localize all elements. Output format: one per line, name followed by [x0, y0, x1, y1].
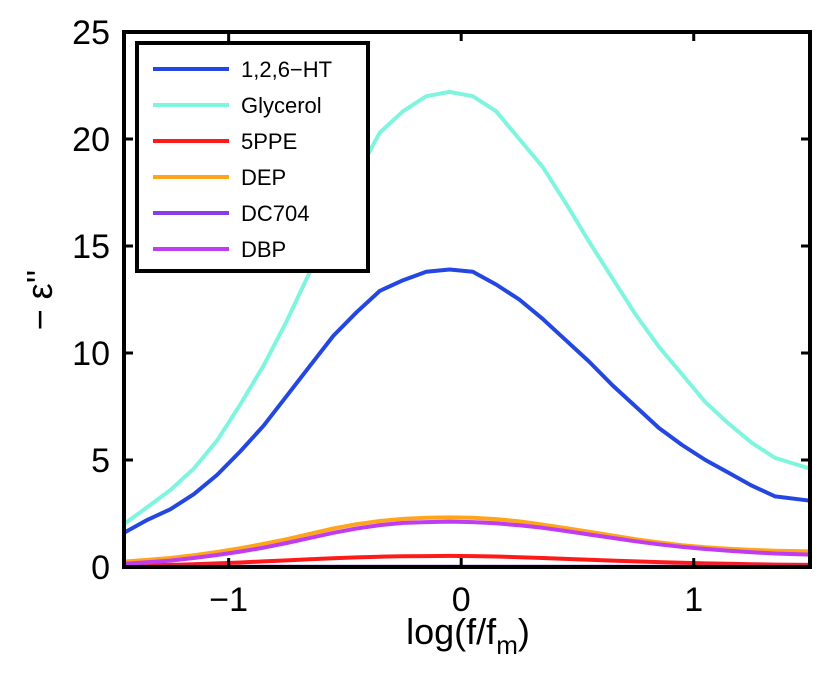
legend-label: 5PPE — [241, 129, 297, 154]
x-tick-label: 0 — [452, 581, 471, 619]
legend-box — [135, 41, 370, 273]
series-line-0 — [123, 267, 811, 535]
y-tick-label: 20 — [72, 121, 110, 159]
x-axis-title-subscript: m — [496, 630, 518, 660]
plot-frame — [122, 30, 812, 569]
legend-label: DBP — [241, 237, 286, 262]
legend-label: DEP — [241, 165, 286, 190]
y-tick-label: 5 — [91, 442, 110, 480]
series-line-2 — [123, 553, 811, 568]
y-axis-title: − ε'' — [19, 270, 60, 331]
legend-label: 1,2,6−HT — [241, 57, 332, 82]
y-tick-label: 0 — [91, 549, 110, 587]
legend: 1,2,6−HT Glycerol 5PPE DEP DC704 DBP — [135, 41, 370, 273]
y-tick-label: 15 — [72, 228, 110, 266]
series-line-1 — [122, 89, 811, 526]
x-axis-title: log(f/fm) — [406, 611, 530, 660]
y-tick-label: 10 — [72, 335, 110, 373]
legend-label: Glycerol — [241, 93, 322, 118]
x-tick-label: −1 — [209, 581, 248, 619]
x-tick-label: 1 — [684, 581, 703, 619]
x-axis-title-close: ) — [518, 611, 530, 652]
series-line-5 — [123, 519, 811, 566]
y-tick-label: 25 — [72, 14, 110, 52]
x-axis-title-main: log(f/f — [406, 611, 497, 652]
legend-label: DC704 — [241, 201, 309, 226]
